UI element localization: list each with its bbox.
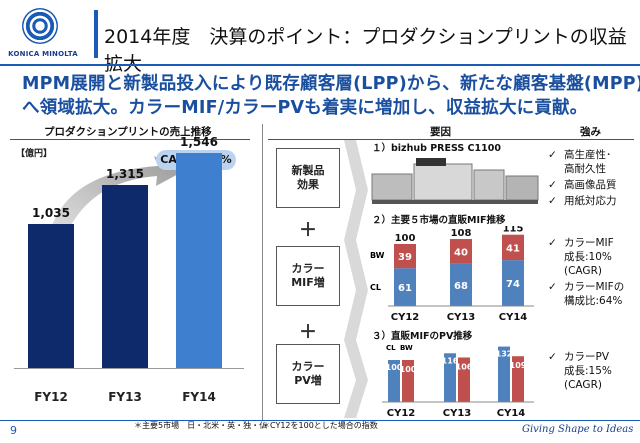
pv-cl-bar <box>388 360 400 402</box>
mif-cl-bar <box>450 263 472 306</box>
pv-section-title: ３）直販MIFのPV推移 <box>372 331 473 342</box>
strength-item: 高生産性･ <box>564 149 612 161</box>
checkmark-icon: ✓ <box>548 195 557 207</box>
printer-illustration <box>371 158 539 204</box>
mif-x-tick: CY13 <box>447 312 476 323</box>
mif-bw-value: 41 <box>506 243 520 254</box>
product-section-title: １）bizhub PRESS C1100 <box>372 143 501 154</box>
strength-header: 強み <box>580 126 601 138</box>
headline-line-1: MPM展開と新製品投入により既存顧客層(LPP)から、新たな顧客基盤(MPP) <box>22 74 640 94</box>
footnote-markets: ＊主要5市場 日・北米・英・独・仏 <box>134 421 268 430</box>
mif-cl-bar <box>502 260 524 306</box>
headline-line-2: へ領域拡大。カラーMIF/カラーPVも着実に増加し、収益拡大に貢献。 <box>22 98 588 118</box>
plus-sign: ＋ <box>299 322 317 343</box>
checkmark-icon: ✓ <box>548 149 557 161</box>
sales-bar-fy14 <box>176 153 222 368</box>
new-product-effect-label: 新製品 効果 <box>291 163 325 191</box>
color-pv-label: カラー PV増 <box>291 359 325 387</box>
header-divider <box>0 64 640 66</box>
checkmark-icon: ✓ <box>548 281 557 293</box>
pv-bw-bar <box>458 357 470 402</box>
unit-label: 【億円】 <box>16 149 53 159</box>
mif-total-value: 115 <box>503 226 524 235</box>
mif-bw-bar <box>502 234 524 261</box>
checkmark-icon: ✓ <box>548 237 557 249</box>
pv-x-tick: CY12 <box>387 408 416 418</box>
mif-cl-value: 68 <box>454 281 468 292</box>
sales-bar-fy13 <box>102 185 148 368</box>
pv-bw-bar <box>512 356 524 402</box>
pv-x-tick: CY13 <box>443 408 472 418</box>
pv-bw-bar <box>402 360 414 402</box>
x-tick-label: FY14 <box>182 390 216 404</box>
strength-item: 成長:15% <box>564 365 612 377</box>
pv-bw-value: 106 <box>456 362 473 371</box>
pv-bw-value: 100 <box>400 365 417 374</box>
color-mif-label: カラー MIF増 <box>291 261 325 289</box>
mif-bw-value: 39 <box>398 252 412 263</box>
pv-cl-value: 132 <box>496 350 513 359</box>
bar-value-label: 1,315 <box>106 167 144 182</box>
mif-x-tick: CY14 <box>499 312 528 323</box>
pv-cl-bar <box>498 346 510 402</box>
mif-section-title: ２）主要５市場の直販MIF推移 <box>372 215 506 226</box>
strength-item: 用紙対応力 <box>564 195 617 207</box>
pv-cl-legend: CL <box>386 344 396 352</box>
brand-name: KONICA MINOLTA <box>8 50 78 58</box>
footer-divider <box>0 420 640 421</box>
strength-item: カラーPV <box>564 351 610 363</box>
right-section-rule <box>268 139 634 140</box>
checkmark-icon: ✓ <box>548 351 557 363</box>
strength-item: (CAGR) <box>564 379 602 391</box>
bw-legend-label: BW <box>370 251 385 260</box>
brand-logo-icon <box>22 8 58 44</box>
factor-header: 要因 <box>430 126 451 138</box>
pv-cl-bar <box>444 353 456 402</box>
mif-cl-value: 74 <box>506 279 520 290</box>
mif-total-value: 100 <box>395 233 416 244</box>
cl-legend-label: CL <box>370 283 381 292</box>
x-tick-label: FY12 <box>34 390 68 404</box>
strength-item: 高耐久性 <box>564 163 606 175</box>
plus-sign: ＋ <box>299 220 317 241</box>
new-product-effect-box: 新製品 効果 <box>276 148 340 208</box>
chart-baseline <box>14 368 244 369</box>
color-mif-box: カラー MIF増 <box>276 246 340 306</box>
sales-chart-title: プロダクションプリントの売上推移 <box>44 126 212 138</box>
chevron-right-icon <box>344 140 368 418</box>
strength-item: 成長:10% <box>564 251 612 263</box>
mif-cl-bar <box>394 268 416 306</box>
strength-item: 高画像品質 <box>564 179 617 191</box>
left-section-rule <box>10 139 250 140</box>
footnote-index: ＊CY12を100とした場合の指数 <box>262 421 378 430</box>
checkmark-icon: ✓ <box>548 179 557 191</box>
mif-stacked-chart: BW CL 61 39 100 CY12 68 40 108 CY13 74 41 115 CY14 <box>370 226 534 323</box>
mif-bw-bar <box>394 244 416 269</box>
mif-bw-bar <box>450 239 472 264</box>
mif-cl-value: 61 <box>398 283 412 294</box>
strength-item: (CAGR) <box>564 265 602 277</box>
title-accent-bar <box>94 10 98 58</box>
pv-cl-value: 100 <box>386 363 403 372</box>
strength-item: 構成比:64% <box>564 295 623 307</box>
mif-x-tick: CY12 <box>391 312 420 323</box>
strength-item: カラーMIFの <box>564 281 625 293</box>
strength-item: カラーMIF <box>564 237 614 249</box>
mif-total-value: 108 <box>451 228 472 239</box>
pv-bw-value: 109 <box>510 361 527 370</box>
color-pv-box: カラー PV増 <box>276 344 340 404</box>
bar-value-label: 1,546 <box>180 135 218 150</box>
page-number: 9 <box>10 424 17 437</box>
brand-tagline: Giving Shape to Ideas <box>522 424 634 435</box>
x-tick-label: FY13 <box>108 390 142 404</box>
page-title: 2014年度 決算のポイント：プロダクションプリントの収益拡大 <box>104 26 627 75</box>
mif-bw-value: 40 <box>454 247 468 258</box>
pv-x-tick: CY14 <box>497 408 526 418</box>
section-divider <box>262 124 263 420</box>
pv-bw-legend: BW <box>400 344 413 352</box>
bar-value-label: 1,035 <box>32 206 70 221</box>
sales-bar-fy12 <box>28 224 74 368</box>
pv-cl-value: 116 <box>442 356 459 365</box>
